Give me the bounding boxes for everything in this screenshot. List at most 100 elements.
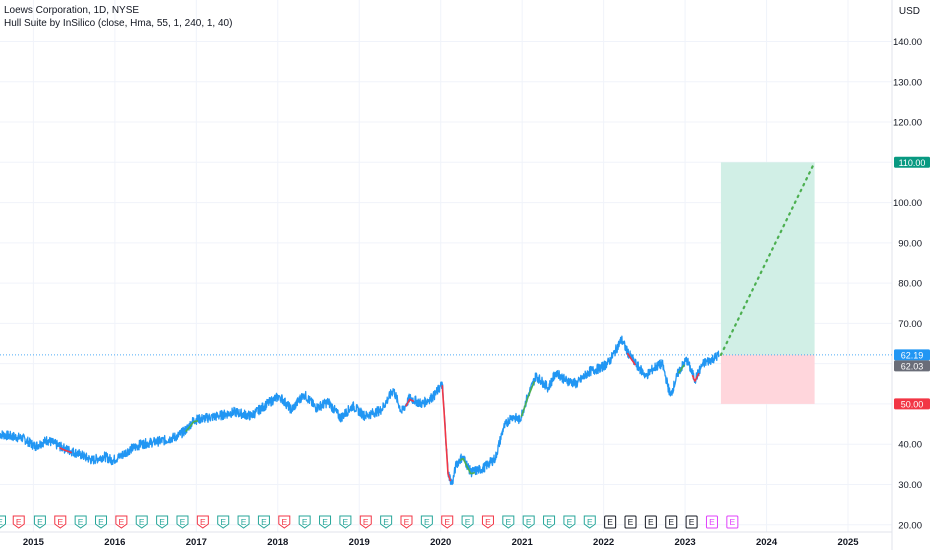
- y-tick-label[interactable]: 120.00: [893, 118, 922, 129]
- earnings-badge[interactable]: [705, 515, 718, 529]
- y-tick-label[interactable]: 40.00: [898, 440, 922, 451]
- target-zone[interactable]: [720, 162, 815, 355]
- y-tick-label[interactable]: 30.00: [898, 480, 922, 491]
- position-zones[interactable]: [720, 162, 815, 404]
- earnings-badge[interactable]: [685, 515, 698, 529]
- earnings-marker[interactable]: E: [441, 515, 454, 529]
- y-tick-label[interactable]: 140.00: [893, 37, 922, 48]
- x-tick-label[interactable]: 2020: [430, 537, 451, 548]
- earnings-badge[interactable]: [95, 515, 108, 529]
- earnings-badge[interactable]: [278, 515, 291, 529]
- earnings-marker[interactable]: E: [339, 515, 352, 529]
- earnings-marker[interactable]: E: [665, 515, 678, 529]
- earnings-badge[interactable]: [156, 515, 169, 529]
- earnings-badge[interactable]: [420, 515, 433, 529]
- earnings-badge[interactable]: [502, 515, 515, 529]
- stop-zone[interactable]: [720, 354, 815, 404]
- earnings-badge[interactable]: [319, 515, 332, 529]
- earnings-marker[interactable]: E: [217, 515, 230, 529]
- time-axis[interactable]: 2015 2016 2017 2018 2019 2020 2021 2022 2023 2024…: [23, 537, 859, 548]
- earnings-marker[interactable]: E: [12, 515, 25, 529]
- price-axis[interactable]: 20.0030.0040.0050.0060.0070.0080.0090.00…: [893, 37, 922, 531]
- earnings-marker[interactable]: E: [624, 515, 637, 529]
- earnings-marker[interactable]: E: [461, 515, 474, 529]
- y-tick-label[interactable]: 90.00: [898, 238, 922, 249]
- earnings-badge[interactable]: [359, 515, 372, 529]
- earnings-marker[interactable]: E: [420, 515, 433, 529]
- earnings-badge[interactable]: [644, 515, 657, 529]
- earnings-badge[interactable]: [339, 515, 352, 529]
- earnings-badge[interactable]: [563, 515, 576, 529]
- y-tick-label[interactable]: 130.00: [893, 77, 922, 88]
- earnings-marker[interactable]: E: [502, 515, 515, 529]
- earnings-badge[interactable]: [74, 515, 87, 529]
- earnings-marker[interactable]: E: [237, 515, 250, 529]
- earnings-marker[interactable]: E: [705, 515, 718, 529]
- earnings-badge[interactable]: [380, 515, 393, 529]
- earnings-badge[interactable]: [583, 515, 596, 529]
- earnings-markers[interactable]: EEEEEEEEEEEEEEEEEEEEEEEEEEEEEEEEEEEEE: [0, 515, 739, 529]
- earnings-badge[interactable]: [176, 515, 189, 529]
- earnings-marker[interactable]: E: [74, 515, 87, 529]
- earnings-marker[interactable]: E: [196, 515, 209, 529]
- earnings-badge[interactable]: [196, 515, 209, 529]
- earnings-marker[interactable]: E: [726, 515, 739, 529]
- earnings-marker[interactable]: E: [319, 515, 332, 529]
- earnings-marker[interactable]: E: [604, 515, 617, 529]
- earnings-marker[interactable]: E: [156, 515, 169, 529]
- earnings-marker[interactable]: E: [400, 515, 413, 529]
- earnings-marker[interactable]: E: [522, 515, 535, 529]
- earnings-badge[interactable]: [33, 515, 46, 529]
- earnings-badge[interactable]: [115, 515, 128, 529]
- earnings-marker[interactable]: E: [54, 515, 67, 529]
- earnings-badge[interactable]: [624, 515, 637, 529]
- earnings-badge[interactable]: [604, 515, 617, 529]
- x-tick-label[interactable]: 2018: [267, 537, 288, 548]
- indicator-legend[interactable]: Hull Suite by InSilico (close, Hma, 55, …: [4, 18, 233, 29]
- earnings-marker[interactable]: E: [33, 515, 46, 529]
- earnings-badge[interactable]: [543, 515, 556, 529]
- earnings-badge[interactable]: [481, 515, 494, 529]
- earnings-marker[interactable]: E: [359, 515, 372, 529]
- earnings-badge[interactable]: [522, 515, 535, 529]
- x-tick-label[interactable]: 2025: [837, 537, 859, 548]
- y-tick-label[interactable]: 100.00: [893, 198, 922, 209]
- earnings-badge[interactable]: [726, 515, 739, 529]
- earnings-marker[interactable]: E: [563, 515, 576, 529]
- earnings-marker[interactable]: E: [115, 515, 128, 529]
- earnings-marker[interactable]: E: [298, 515, 311, 529]
- y-tick-label[interactable]: 80.00: [898, 279, 922, 290]
- earnings-marker[interactable]: E: [176, 515, 189, 529]
- earnings-badge[interactable]: [298, 515, 311, 529]
- earnings-badge[interactable]: [54, 515, 67, 529]
- x-tick-label[interactable]: 2023: [675, 537, 696, 548]
- earnings-marker[interactable]: E: [644, 515, 657, 529]
- earnings-badge[interactable]: [217, 515, 230, 529]
- x-tick-label[interactable]: 2024: [756, 537, 778, 548]
- earnings-marker[interactable]: E: [0, 515, 6, 529]
- x-tick-label[interactable]: 2017: [186, 537, 207, 548]
- earnings-badge[interactable]: [665, 515, 678, 529]
- earnings-marker[interactable]: E: [583, 515, 596, 529]
- x-tick-label[interactable]: 2021: [512, 537, 534, 548]
- y-tick-label[interactable]: 20.00: [898, 520, 922, 531]
- y-tick-label[interactable]: 70.00: [898, 319, 922, 330]
- x-tick-label[interactable]: 2022: [593, 537, 614, 548]
- x-tick-label[interactable]: 2016: [104, 537, 125, 548]
- earnings-badge[interactable]: [441, 515, 454, 529]
- currency-label[interactable]: USD: [898, 6, 920, 17]
- earnings-marker[interactable]: E: [685, 515, 698, 529]
- earnings-badge[interactable]: [0, 515, 6, 529]
- x-tick-label[interactable]: 2019: [349, 537, 370, 548]
- earnings-badge[interactable]: [400, 515, 413, 529]
- earnings-marker[interactable]: E: [543, 515, 556, 529]
- earnings-badge[interactable]: [135, 515, 148, 529]
- earnings-badge[interactable]: [257, 515, 270, 529]
- earnings-marker[interactable]: E: [135, 515, 148, 529]
- x-tick-label[interactable]: 2015: [23, 537, 45, 548]
- earnings-marker[interactable]: E: [380, 515, 393, 529]
- earnings-badge[interactable]: [12, 515, 25, 529]
- earnings-marker[interactable]: E: [95, 515, 108, 529]
